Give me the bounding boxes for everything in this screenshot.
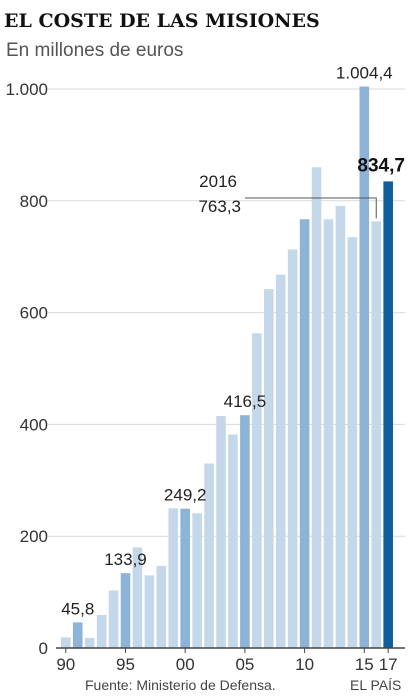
bar-2014	[347, 237, 358, 648]
bar-1991	[72, 622, 83, 648]
bar-1995	[120, 573, 131, 648]
callout-value: 763,3	[198, 197, 241, 216]
bar-2011	[311, 167, 322, 648]
y-tick-label: 0	[39, 639, 48, 658]
bar-2008	[275, 274, 286, 648]
data-label-1995: 133,9	[104, 550, 147, 569]
y-tick-label: 200	[20, 527, 48, 546]
y-tick-label: 600	[20, 304, 48, 323]
x-tick-label: 15	[355, 655, 374, 674]
source-note: Fuente: Ministerio de Defensa.	[85, 677, 276, 693]
x-tick-label: 00	[176, 655, 195, 674]
bar-2002	[204, 463, 214, 648]
chart-title: EL COSTE DE LAS MISIONES	[4, 10, 320, 32]
bar-2003	[216, 416, 226, 648]
data-label-2015: 1.004,4	[336, 64, 393, 83]
bar-1999	[168, 508, 179, 648]
bar-2017	[383, 181, 393, 648]
bar-1998	[156, 565, 167, 648]
bar-2000	[180, 508, 190, 648]
chart-subtitle: En millones de euros	[6, 40, 183, 61]
bar-1993	[96, 615, 107, 648]
bar-1996	[132, 547, 143, 648]
x-tick-label: 95	[116, 655, 135, 674]
callout-2016: 2016 763,3	[198, 172, 377, 219]
callout-year: 2016	[199, 172, 237, 191]
data-labels: 45,8 133,9 249,2 416,5 1.004,4 834,7	[61, 64, 405, 619]
x-axis: 90 95 00 05 10 15 17	[56, 647, 405, 674]
credit-label: EL PAÍS	[350, 677, 401, 693]
bar-2009	[287, 249, 298, 649]
data-label-2000: 249,2	[164, 486, 207, 505]
y-tick-label: 800	[20, 192, 48, 211]
bar-2010	[299, 219, 310, 648]
x-tick-label: 10	[295, 655, 314, 674]
x-tick-label: 17	[379, 655, 398, 674]
y-tick-label: 400	[20, 415, 48, 434]
x-tick-label: 90	[56, 655, 75, 674]
bar-2004	[228, 434, 238, 648]
bar-2005	[240, 415, 250, 648]
callout-leader-line	[245, 197, 377, 219]
bar-1994	[108, 590, 119, 648]
bar-1992	[84, 637, 95, 648]
bar-2001	[192, 513, 202, 648]
bar-2015	[359, 86, 370, 648]
gridlines: 0 200 400 600 800 1.000	[5, 80, 405, 658]
bar-2012	[323, 219, 334, 648]
bar-1990	[61, 637, 71, 648]
y-tick-label: 1.000	[5, 80, 48, 99]
bar-2006	[252, 333, 262, 648]
data-label-1991: 45,8	[61, 599, 94, 618]
bar-1997	[144, 575, 155, 648]
data-label-2017: 834,7	[357, 155, 405, 176]
x-tick-label: 05	[235, 655, 254, 674]
bar-2013	[335, 205, 346, 648]
bars	[61, 86, 393, 649]
bar-2007	[263, 289, 274, 648]
data-label-2005: 416,5	[224, 392, 267, 411]
bar-2016	[371, 221, 382, 648]
